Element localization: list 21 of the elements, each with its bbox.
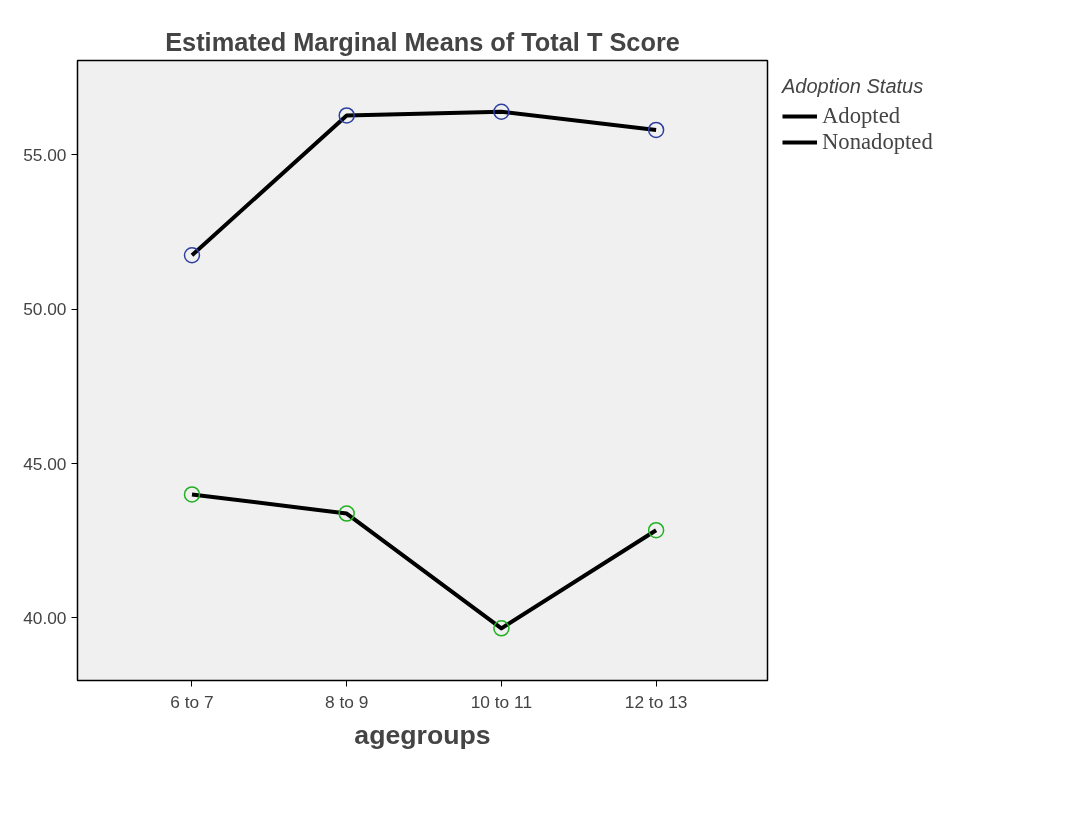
x-tick-label: 8 to 9 [325,691,369,712]
y-tick-label: 55.00 [23,144,67,165]
legend-label: Nonadopted [822,129,933,155]
point [183,247,201,264]
x-axis-title: agegroups [354,719,491,750]
x-tick-label: 12 to 13 [624,691,688,712]
y-tick-label: 40.00 [23,607,67,628]
point [647,121,665,139]
y-tick-label: 50.00 [23,299,67,320]
point [338,107,355,124]
legend-label: Adopted [822,103,901,129]
point [493,620,510,637]
point [493,103,510,120]
y-tick-label: 45.00 [23,453,67,474]
chart-title: Estimated Marginal Means of Total T Score [165,27,680,56]
point [183,486,201,503]
point [338,505,355,522]
legend-title: Adoption Status [782,75,925,98]
x-tick-label: 6 to 7 [170,691,214,712]
x-tick-label: 10 to 11 [470,691,533,712]
point [647,521,665,539]
